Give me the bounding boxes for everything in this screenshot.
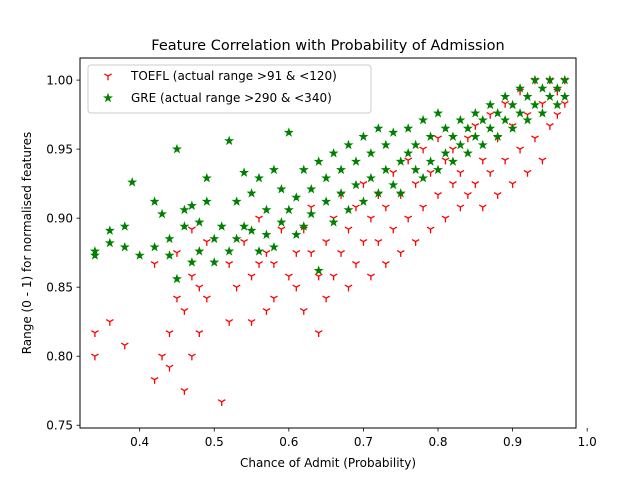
x-axis-label: Chance of Admit (Probability) (240, 456, 416, 470)
legend-label-gre: GRE (actual range >290 & <340) (131, 91, 332, 105)
y-axis-label: Range (0 - 1) for normalised features (20, 132, 34, 355)
x-tick-label: 0.6 (279, 435, 298, 449)
y-tick-label: 0.95 (46, 142, 73, 156)
x-tick-label: 1.0 (578, 435, 597, 449)
x-tick-label: 0.8 (428, 435, 447, 449)
x-tick-label: 0.9 (503, 435, 522, 449)
y-tick-label: 1.00 (46, 73, 73, 87)
y-tick-label: 0.75 (46, 419, 73, 433)
x-tick-label: 0.4 (130, 435, 149, 449)
x-tick-label: 0.7 (354, 435, 373, 449)
y-tick-label: 0.85 (46, 280, 73, 294)
x-tick-label: 0.5 (205, 435, 224, 449)
chart-title: Feature Correlation with Probability of … (151, 38, 504, 54)
y-tick-label: 0.80 (46, 350, 73, 364)
legend-label-toefl: TOEFL (actual range >91 & <120) (130, 69, 337, 83)
x-axis: 0.4 0.5 0.6 0.7 0.8 0.9 1.0 (130, 428, 597, 449)
y-tick-label: 0.90 (46, 211, 73, 225)
plot-frame (79, 57, 577, 429)
legend-frame (87, 64, 372, 114)
y-axis: 0.75 0.80 0.85 0.90 0.95 1.00 (46, 73, 80, 433)
legend: TOEFL (actual range >91 & <120) GRE (act… (87, 64, 372, 114)
plot-area-background (80, 58, 576, 428)
